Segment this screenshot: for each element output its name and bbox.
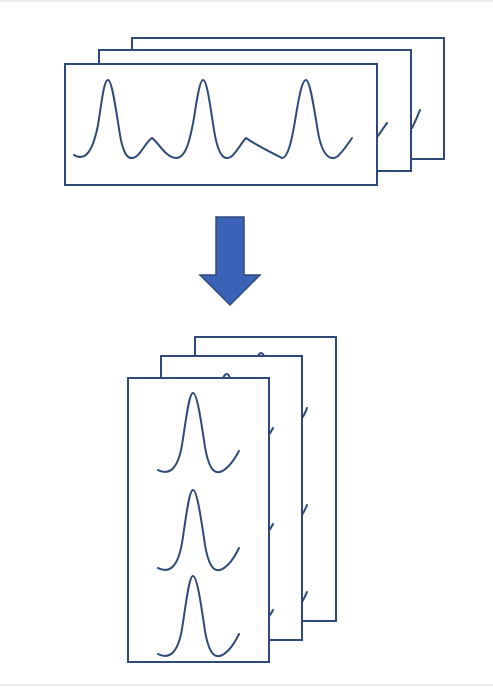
- top-panel-back-waveform: [411, 109, 421, 129]
- bottom-panel-middle-peak-top: [222, 373, 231, 379]
- top-panel-middle-waveform: [377, 122, 388, 137]
- bottom-panel-front-peak-1: [157, 392, 240, 474]
- bottom-panel-front-frame: [127, 377, 270, 663]
- bottom-panel-front-peak-3: [157, 575, 240, 658]
- top-panel-front-frame: [64, 63, 378, 186]
- bottom-panel-front: [127, 377, 270, 663]
- top-panel-front: [64, 63, 378, 186]
- top-panel-front-waveform: [73, 79, 353, 160]
- bottom-stack: [127, 336, 337, 663]
- bottom-panel-front-peak-2: [157, 489, 240, 572]
- top-stack: [64, 37, 445, 186]
- down-arrow-shape: [198, 216, 262, 307]
- down-arrow-icon: [198, 216, 262, 307]
